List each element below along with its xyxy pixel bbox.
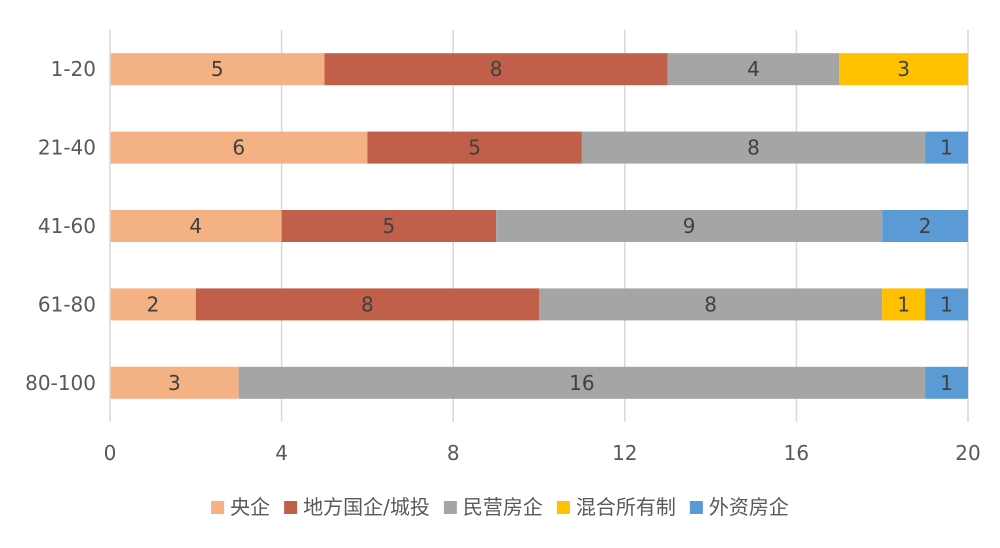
bar-segment: [882, 210, 968, 242]
bar-segment: [496, 210, 883, 242]
bar-segment: [324, 53, 668, 86]
bar-segment: [539, 288, 883, 321]
category-label: 80-100: [25, 371, 96, 395]
data-label: 4: [189, 214, 202, 238]
data-label: 5: [382, 214, 395, 238]
data-label: 8: [361, 292, 374, 316]
bar-segment: [667, 53, 840, 86]
category-label: 61-80: [38, 292, 96, 316]
category-label: 41-60: [38, 214, 96, 238]
bar-segment: [925, 366, 968, 399]
legend-swatch: [211, 501, 225, 514]
bar-segment: [882, 288, 926, 321]
bar-segment: [367, 131, 582, 164]
data-labels: 5 8 4 3 6 5 8 1 4 5 9 2 2 8 8 1 1 3 16 1: [147, 57, 953, 395]
data-label: 2: [919, 214, 932, 238]
data-label: 5: [211, 57, 224, 81]
legend-item: 地方国企/城投: [284, 495, 430, 519]
data-label: 1: [940, 292, 953, 316]
legend-label: 混合所有制: [576, 495, 676, 519]
data-label: 9: [683, 214, 696, 238]
bar-segment: [110, 53, 325, 86]
legend-label: 央企: [230, 495, 270, 519]
x-tick-label: 16: [784, 441, 809, 465]
data-label: 6: [232, 136, 245, 160]
bar-segment: [238, 366, 926, 399]
legend-item: 混合所有制: [556, 495, 676, 519]
data-label: 1: [897, 292, 910, 316]
legend-item: 民营房企: [443, 495, 543, 519]
legend-swatch: [556, 501, 570, 514]
legend-label: 地方国企/城投: [303, 495, 430, 519]
data-label: 1: [940, 136, 953, 160]
data-label: 4: [747, 57, 760, 81]
data-label: 3: [168, 371, 181, 395]
data-label: 2: [147, 292, 160, 316]
x-tick-label: 12: [612, 441, 637, 465]
bar-segment: [195, 288, 540, 321]
legend-swatch: [689, 501, 703, 514]
bars: [110, 53, 968, 399]
bar-segment: [110, 210, 282, 242]
data-label: 1: [940, 371, 953, 395]
legend: 央企 地方国企/城投 民营房企 混合所有制 外资房企: [211, 495, 789, 519]
legend-item: 央企: [211, 495, 270, 519]
bar-segment: [281, 210, 497, 242]
category-label: 1-20: [51, 57, 96, 81]
legend-swatch: [443, 501, 457, 514]
bar-segment: [925, 288, 968, 321]
data-label: 3: [897, 57, 910, 81]
data-label: 8: [490, 57, 503, 81]
bar-segment: [110, 131, 368, 164]
bar-segment: [839, 53, 968, 86]
data-label: 8: [747, 136, 760, 160]
x-tick-label: 20: [955, 441, 980, 465]
x-tick-label: 8: [447, 441, 460, 465]
bar-segment: [110, 288, 196, 321]
legend-swatch: [284, 501, 298, 514]
x-tick-label: 0: [104, 441, 117, 465]
legend-item: 外资房企: [689, 495, 789, 519]
legend-label: 外资房企: [709, 495, 789, 519]
bar-segment: [581, 131, 926, 164]
legend-label: 民营房企: [463, 495, 543, 519]
data-label: 16: [569, 371, 594, 395]
bar-segment: [110, 366, 239, 399]
x-tick-label: 4: [275, 441, 288, 465]
bar-segment: [925, 131, 968, 164]
data-label: 5: [468, 136, 481, 160]
category-label: 21-40: [38, 136, 96, 160]
data-label: 8: [704, 292, 717, 316]
